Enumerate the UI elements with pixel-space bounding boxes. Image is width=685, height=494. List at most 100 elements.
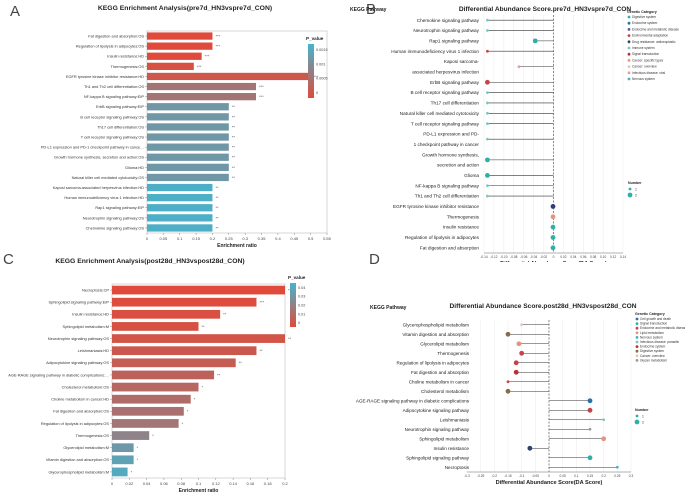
significance-label: ** (259, 348, 263, 353)
significance-label: * (137, 445, 139, 450)
legend-label: Endocrine system (640, 345, 666, 349)
chart-title: KEGG Enrichment Analysis(pre7d_HN3vspre7… (98, 5, 272, 12)
significance-label: ** (232, 114, 236, 119)
chart-b-da-score-lollipop: KEGG Pathway Differential Abundance Score… (350, 6, 679, 262)
significance-label: ** (232, 165, 236, 170)
x-tick-label: 0.05 (560, 474, 566, 478)
legend-title: Genetic Category (635, 312, 665, 316)
x-tick-label: 0.06 (580, 255, 586, 259)
legend-swatch (635, 359, 639, 362)
x-tick-label: -0.15 (504, 474, 511, 478)
legend-swatch (627, 34, 631, 37)
y-tick-label: Glycerolipid metabolism (420, 341, 469, 346)
y-tick-label: Glycerophospholipid metabolism:M (48, 469, 109, 474)
significance-label: ** (215, 185, 219, 190)
y-tick-label: B cell receptor signaling pathway:OS (80, 114, 144, 119)
x-tick-label: 0.06 (160, 481, 169, 486)
lollipop-dot (601, 436, 607, 442)
x-tick-label: 0.02 (125, 481, 134, 486)
y-tick-label: Thermogenesis (447, 214, 480, 219)
x-tick-label: 0.04 (143, 481, 152, 486)
significance-label: *** (215, 44, 220, 49)
legend-label: Digestive system (632, 15, 656, 19)
x-tick-label: 0.15 (587, 474, 593, 478)
y-tick-label: Glycerolipid metabolism:M (63, 445, 109, 450)
x-tick-label: 0.2 (210, 236, 216, 241)
y-tick-label: Glycerophospholipid metabolism (403, 322, 470, 327)
y-tick-label: Neurotrophin signaling pathway (413, 28, 479, 33)
significance-label: * (152, 433, 154, 438)
significance-label: *** (197, 64, 202, 69)
significance-label: ** (215, 205, 219, 210)
y-tick-label: Adipocytokine signaling pathway (403, 408, 470, 413)
legend-swatch (635, 354, 639, 358)
significance-label: * (137, 457, 139, 462)
y-tick-label: PD-L1 expression and PD- (423, 132, 479, 137)
significance-label: ** (217, 372, 221, 377)
x-tick-label: 0.12 (610, 255, 616, 259)
bar (147, 62, 194, 70)
x-tick-label: 0.04 (570, 255, 576, 259)
significance-label: ** (215, 195, 219, 200)
legend-tick: 0.0015 (316, 48, 328, 52)
legend-label: Glycan metabolism (640, 358, 667, 362)
bar (112, 467, 128, 477)
pathway-header: KEGG Pathway (370, 305, 407, 311)
x-tick-label: -0.02 (540, 255, 547, 259)
significance-label: * (202, 384, 204, 389)
bar (147, 133, 229, 141)
significance-label: ** (202, 324, 206, 329)
x-tick-label: -0.10 (500, 255, 507, 259)
x-tick-label: 0.18 (264, 481, 273, 486)
legend-tick: 0.001 (316, 62, 326, 66)
significance-label: * (182, 421, 184, 426)
bar (147, 143, 229, 151)
panel-label-d: D (369, 251, 380, 268)
bar (147, 153, 229, 161)
legend-label: Endocrine and metabolic disease (640, 326, 685, 330)
y-tick-label: Th1 and Th2 cell differentiation:OS (84, 84, 144, 89)
y-tick-label: Sphingolipid metabolism:M (63, 324, 110, 329)
chart-title: KEGG Enrichment Analysis(post28d_HN3vspo… (55, 258, 244, 265)
x-tick-label: 0.3 (629, 474, 634, 478)
y-tick-label: Kaposi sarcoma- (444, 59, 480, 64)
bar (112, 382, 199, 392)
legend-tick: 0.0005 (316, 77, 328, 81)
lollipop-dot (486, 194, 489, 198)
bar (147, 113, 229, 121)
bar (147, 103, 229, 111)
size-legend-title: Number (635, 408, 649, 412)
lollipop-dot (550, 214, 556, 220)
y-tick-label: AGE-RAGE signaling pathway in diabetic c… (356, 398, 470, 403)
size-legend-label: 2 (635, 193, 637, 197)
y-tick-label: Cholesterol metabolism:OS (62, 384, 110, 389)
legend-title: Genetic Category (627, 10, 657, 14)
x-tick-label: 0.35 (258, 236, 267, 241)
bar (112, 406, 184, 416)
legend-tick: 0.02 (298, 304, 305, 308)
legend-label: Cell growth and death (640, 317, 671, 321)
legend-label: Environmental adaptation (632, 34, 668, 38)
bar (112, 334, 285, 343)
legend-label: Infectious disease: viral (632, 71, 665, 75)
y-tick-label: Insulin resistance:HD (72, 312, 109, 317)
y-tick-label: ErbB signaling pathway:EIP (96, 104, 144, 109)
significance-label: ** (232, 124, 236, 129)
x-tick-label: 0.2 (282, 481, 288, 486)
bar (112, 358, 236, 368)
significance-label: ** (223, 312, 227, 317)
x-tick-label: 0 (146, 236, 149, 241)
significance-label: *** (314, 74, 319, 79)
chart-d-da-score-lollipop: KEGG Pathway Differential Abundance Score… (356, 303, 685, 486)
x-tick-label: -0.3 (464, 474, 470, 478)
bar (112, 309, 221, 319)
legend-tick: 0 (316, 91, 318, 95)
x-tick-label: 0 (111, 481, 114, 486)
legend-label: Lipid metabolism (640, 331, 664, 335)
legend-label: Immune system (632, 46, 655, 50)
legend-tick: 0.04 (298, 286, 305, 290)
legend-swatch (635, 336, 639, 339)
legend-label: Signal transduction (640, 322, 667, 326)
legend-swatch (635, 340, 639, 344)
y-tick-label: secretion and action (437, 163, 479, 168)
